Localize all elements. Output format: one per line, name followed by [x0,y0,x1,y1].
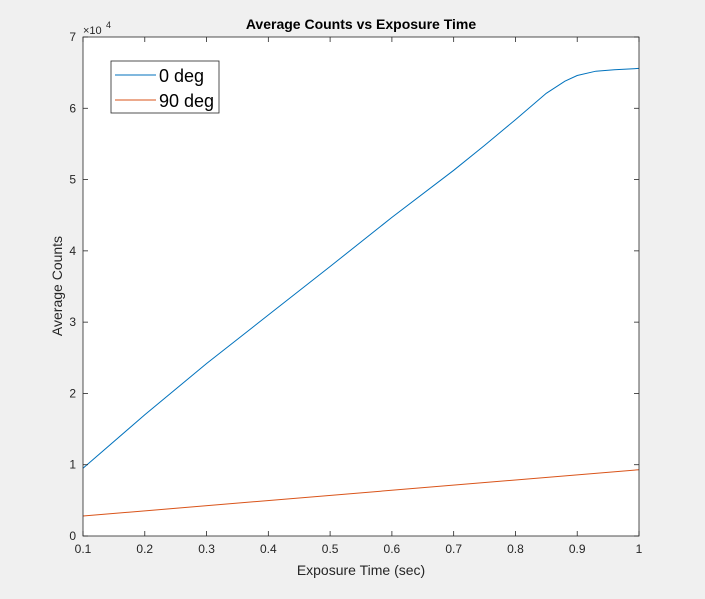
y-tick-label: 6 [69,101,76,115]
y-tick-label: 4 [69,244,76,258]
legend-label-0-deg: 0 deg [159,66,204,86]
series-line-90-deg [82,469,640,517]
y-axis: 0 1 2 3 4 5 6 7 [69,30,639,543]
y-tick-label: 2 [69,386,76,400]
chart-title: Average Counts vs Exposure Time [246,16,477,32]
x-tick-label: 0.2 [136,542,153,556]
x-tick-label: 0.9 [569,542,586,556]
x-tick-label: 0.1 [75,542,92,556]
x-tick-label: 0.6 [384,542,401,556]
y-exponent: ×10 4 [83,20,111,37]
x-tick-label: 0.8 [507,542,524,556]
series-layer [82,67,640,517]
x-tick-label: 0.5 [322,542,339,556]
x-tick-label: 0.3 [198,542,215,556]
plot-area [83,37,639,536]
y-axis-label: Average Counts [49,236,65,336]
y-tick-label: 7 [69,30,76,44]
y-exponent-base: ×10 [83,25,102,37]
legend-box [110,60,220,114]
x-axis: 0.1 0.2 0.3 0.4 0.5 0.6 0.7 0.8 0.9 1 [75,37,643,556]
y-tick-label: 0 [69,529,76,543]
y-tick-label: 1 [69,458,76,472]
y-tick-label: 5 [69,173,76,187]
legend: 0 deg 90 deg [110,60,220,114]
legend-label-90-deg: 90 deg [159,91,214,111]
x-axis-label: Exposure Time (sec) [297,562,425,578]
x-tick-label: 1 [636,542,643,556]
axes-box [82,36,640,537]
series-line-0-deg [82,67,640,469]
x-tick-label: 0.4 [260,542,277,556]
y-tick-label: 3 [69,315,76,329]
y-exponent-power: 4 [106,20,111,30]
x-tick-label: 0.7 [445,542,462,556]
